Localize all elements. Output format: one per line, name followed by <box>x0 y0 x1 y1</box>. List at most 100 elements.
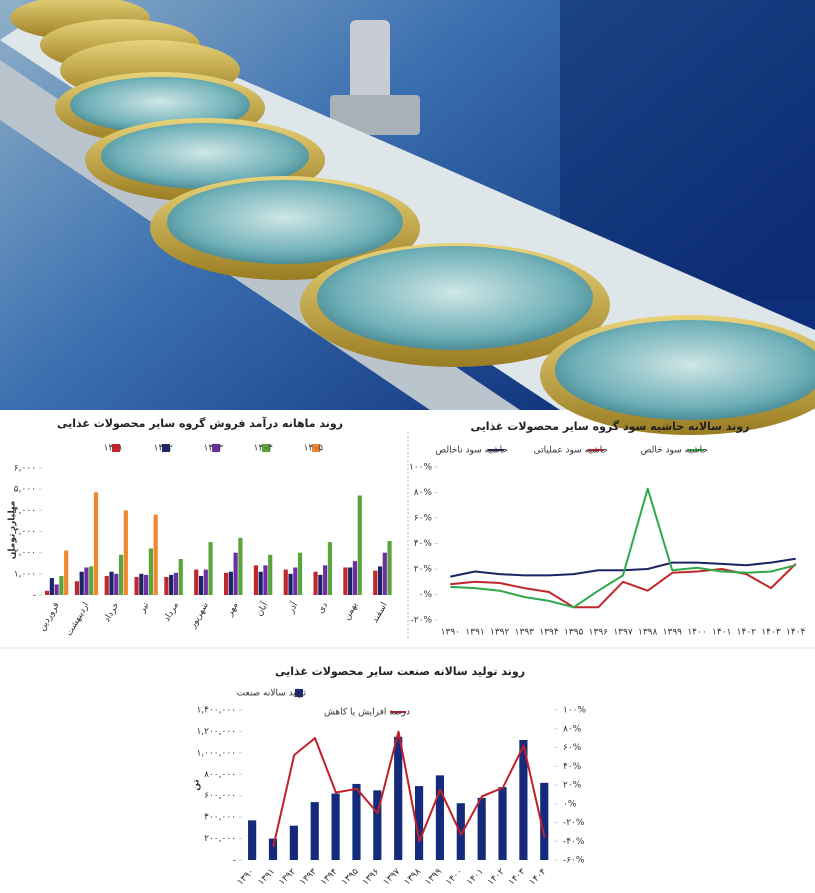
bar <box>139 573 144 595</box>
legend-swatch <box>212 444 220 452</box>
bar <box>456 803 465 860</box>
y-tick-label: ۳,۰۰۰ <box>14 527 36 537</box>
x-tick-label: ۱۴۰۴ <box>528 867 549 888</box>
bar <box>498 787 507 860</box>
photo <box>0 0 815 435</box>
bar <box>414 786 424 860</box>
x-tick-label: ۱۳۹۶ <box>361 867 382 888</box>
bar <box>93 492 99 595</box>
y-tick-label: -۲۰% <box>411 616 433 626</box>
y-tick-label: ۸۰% <box>414 488 433 498</box>
legend-swatch <box>295 689 303 697</box>
y-tick-label: ۵,۰۰۰ <box>14 485 36 495</box>
y-axis-label: تن <box>192 779 202 790</box>
cans <box>10 0 815 435</box>
bar <box>114 573 119 595</box>
y-tick-label: ۴,۰۰۰ <box>14 506 36 516</box>
x-tick-label: ۱۳۹۸ <box>638 628 658 638</box>
x-tick-label: اسفند <box>370 601 390 625</box>
y2-tick-label: ۶۰% <box>563 743 582 753</box>
y-tick-label: ۴۰۰,۰۰۰ <box>204 813 236 823</box>
bar <box>357 495 362 595</box>
y-tick-label: ۲,۰۰۰ <box>14 548 36 558</box>
can-lid <box>317 246 593 350</box>
x-tick-label: ۱۳۹۱ <box>256 867 277 888</box>
chart-title: روند سالانه حاشیه سود گروه سایر محصولات … <box>471 420 750 433</box>
y-tick-label: ۰% <box>419 590 433 600</box>
bar <box>268 554 273 595</box>
x-tick-label: ۱۳۹۵ <box>564 628 584 638</box>
legend-swatch <box>312 444 320 452</box>
bar <box>348 567 353 595</box>
bar <box>352 783 361 860</box>
bar <box>297 552 303 595</box>
bar <box>104 575 109 595</box>
chart-title: روند ماهانه درآمد فروش گروه سایر محصولات… <box>57 416 343 430</box>
bar <box>164 577 169 595</box>
bar <box>352 561 358 595</box>
bar <box>477 797 486 860</box>
x-tick-label: ۱۳۹۹ <box>663 628 683 638</box>
bar <box>238 537 243 595</box>
bar <box>59 575 64 595</box>
bar <box>394 736 403 860</box>
bar <box>331 793 340 860</box>
bar <box>268 838 278 860</box>
legend-label: حاشیه سود عملیاتی <box>534 446 608 456</box>
legend-swatch <box>162 444 170 452</box>
x-tick-label: بهمن <box>342 601 360 622</box>
y-tick-label: ۶۰۰,۰۰۰ <box>204 791 236 801</box>
x-tick-label: ۱۳۹۰ <box>236 867 257 888</box>
x-tick-label: ۱۴۰۱ <box>465 867 486 888</box>
line <box>272 730 546 848</box>
bar <box>258 571 263 595</box>
y-tick-label: - <box>233 856 236 866</box>
bar <box>283 569 288 595</box>
y-tick-label: ۱,۰۰۰ <box>14 569 36 579</box>
x-tick-label: ۱۴۰۰ <box>687 628 706 638</box>
x-tick-label: مرداد <box>162 601 181 624</box>
bar <box>198 575 204 595</box>
bar <box>263 565 268 595</box>
bar <box>248 820 257 860</box>
x-tick-label: فروردین <box>37 601 61 633</box>
y-axis-label: میلیارد تومان <box>8 501 18 560</box>
y-tick-label: ۱,۴۰۰,۰۰۰ <box>196 706 236 716</box>
bar <box>144 574 149 595</box>
legend-label: حاشیه سود خالص <box>641 446 708 456</box>
x-tick-label: ۱۳۹۱ <box>465 628 484 638</box>
bar <box>148 548 153 595</box>
bar <box>194 569 199 595</box>
x-tick-label: ۱۳۹۲ <box>277 867 298 888</box>
x-tick-label: ۱۴۰۲ <box>486 867 507 888</box>
line <box>450 557 796 578</box>
x-tick-label: ۱۳۹۳ <box>298 867 319 888</box>
y-tick-label: ۱۰۰% <box>409 463 433 473</box>
x-tick-label: ۱۴۰۳ <box>507 867 528 888</box>
x-tick-label: ۱۳۹۲ <box>490 628 510 638</box>
legend-label: ۱۴۰۵ <box>304 444 324 454</box>
bar <box>435 775 445 860</box>
x-tick-label: ۱۴۰۰ <box>444 867 465 888</box>
y2-tick-label: ۱۰۰% <box>563 706 587 716</box>
bar <box>79 571 84 595</box>
y2-tick-label: ۴۰% <box>563 762 582 772</box>
bar <box>109 571 114 595</box>
x-tick-label: ۱۳۹۷ <box>613 628 633 638</box>
bar <box>74 581 79 595</box>
bar <box>327 542 332 595</box>
legend-swatch <box>112 444 120 452</box>
x-tick-label: ۱۳۹۰ <box>441 628 460 638</box>
chart-title: روند تولید سالانه صنعت سایر محصولات غذای… <box>275 665 525 678</box>
bar <box>228 571 233 595</box>
bar <box>288 573 293 595</box>
x-tick-label: شهریور <box>188 601 211 631</box>
x-tick-label: مهر <box>225 601 241 619</box>
bar <box>169 574 174 595</box>
y-tick-label: ۴۰% <box>414 539 433 549</box>
y2-tick-label: ۸۰% <box>563 724 582 734</box>
y-tick-label: ۲۰۰,۰۰۰ <box>204 834 236 844</box>
legend-label: ۱۴۰۱ <box>104 444 123 454</box>
bar <box>540 782 549 860</box>
